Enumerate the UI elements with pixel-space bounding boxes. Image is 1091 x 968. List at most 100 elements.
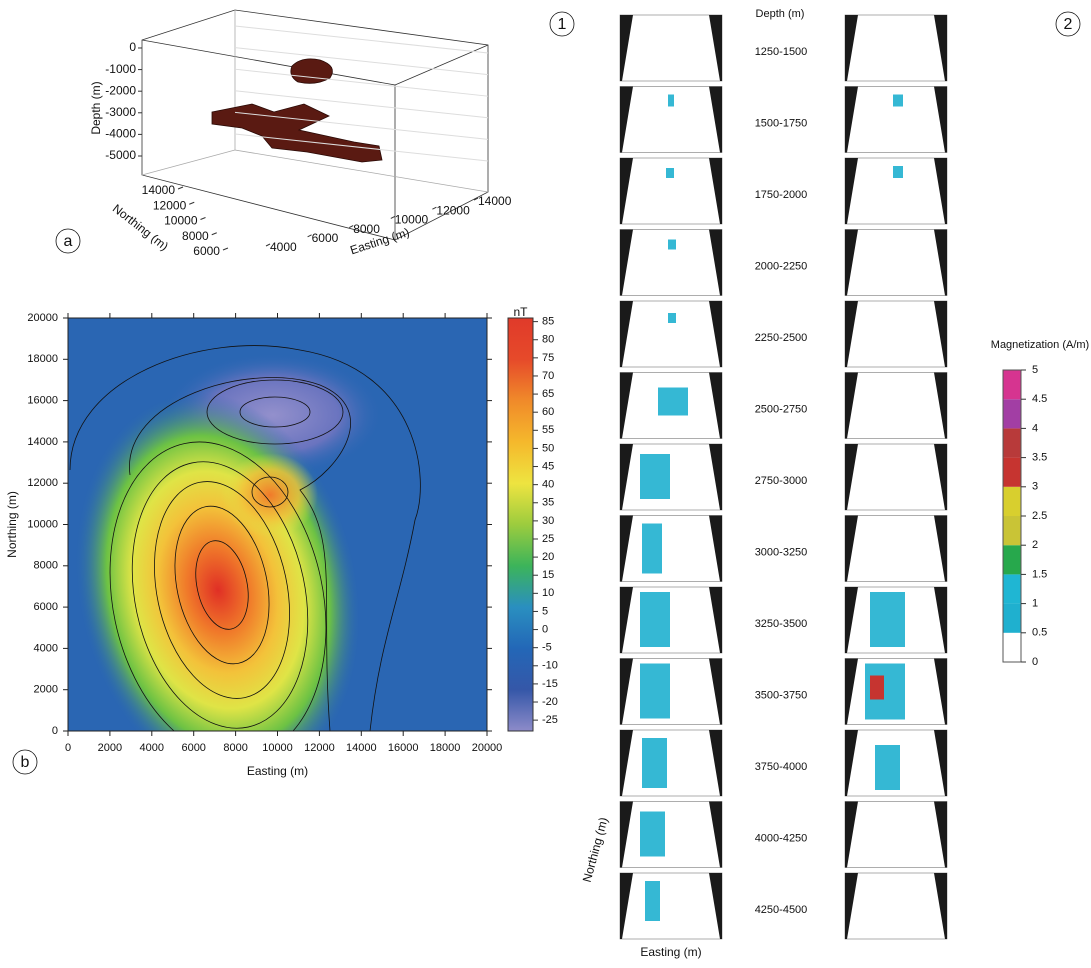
colorbar-band [1003,487,1021,516]
colorbar-band [1003,428,1021,457]
colorbar-tick-label: 15 [542,569,554,581]
magnetized-cells [640,592,670,647]
colorbar-tick-label: 3.5 [1032,452,1047,464]
colorbar-tick-label: 75 [542,352,554,364]
colorbar-tick-label: 60 [542,406,554,418]
colorbar-band [1003,458,1021,487]
colorbar-band [1003,633,1021,662]
magnetized-cells [640,664,670,719]
depth-label: 3750-4000 [755,761,808,773]
slice-frame [845,516,947,582]
slice-frame [620,15,722,81]
x-tick-label: 10000 [395,213,429,227]
magnetized-cells [668,313,676,323]
magnetized-cells [640,454,670,499]
colorbar-tick-label: -10 [542,660,558,672]
colorbar-tick-label: -15 [542,678,558,690]
y-tick [223,248,228,250]
slice-frame [845,301,947,367]
magnetized-cells [668,95,674,107]
x-tick-label: 8000 [353,222,380,236]
x-axis-title: Easting (m) [640,945,701,959]
colorbar-tick-label: 10 [542,587,554,599]
y-tick-label: 12000 [153,198,187,212]
depth-label: 1750-2000 [755,189,808,201]
depth-label: 3500-3750 [755,689,808,701]
magnetized-cells [645,881,660,921]
x-axis-title: Easting (m) [247,764,308,778]
panel-label: 2 [1064,16,1073,33]
y-tick [189,202,194,204]
anomaly-body [291,59,333,83]
x-tick-label: 10000 [262,742,293,754]
x-tick-label: 2000 [98,742,122,754]
depth-label: 3000-3250 [755,546,808,558]
slice-frame [845,444,947,510]
colorbar-band [1003,370,1021,399]
depth-label: 3250-3500 [755,618,808,630]
panel-label: a [64,233,73,250]
magnetized-cells [666,168,674,178]
x-tick-label: 6000 [181,742,205,754]
depth-label: 1500-1750 [755,117,808,129]
panel-b-map [39,318,487,815]
depth-label: 1250-1500 [755,46,808,58]
magnetized-cells [870,592,905,647]
z-tick-label: 0 [129,40,136,54]
colorbar-tick-label: 35 [542,497,554,509]
colorbar-tick-label: 65 [542,388,554,400]
slice-frame [620,802,722,868]
x-tick-label: 12000 [436,203,470,217]
colorbar-band [1003,545,1021,574]
y-tick-label: 10000 [164,214,198,228]
depth-label: 4250-4500 [755,904,808,916]
x-tick-label: 6000 [312,231,339,245]
colorbar-tick-label: 85 [542,316,554,328]
colorbar-tick-label: -5 [542,642,552,654]
y-tick [212,233,217,235]
page: a0-1000-2000-3000-4000-50006000800010000… [0,0,1091,968]
colorbar-tick-label: -25 [542,714,558,726]
colorbar-tick-label: 5 [542,605,548,617]
colorbar-band [1003,516,1021,545]
slice-frame [620,158,722,224]
colorbar-tick-label: 0 [542,623,548,635]
y-tick-label: 0 [52,725,58,737]
colorbar-tick-label: 70 [542,370,554,382]
slice-frame [620,516,722,582]
x-tick-label: 4000 [270,240,297,254]
slice-frame [620,730,722,796]
magnetized-cells [642,524,662,574]
y-tick [201,218,206,220]
colorbar-tick-label: 4.5 [1032,393,1047,405]
colorbar-tick-label: 50 [542,442,554,454]
slice-frame [845,873,947,939]
depth-title: Depth (m) [756,8,805,20]
x-tick-label: 0 [65,742,71,754]
depth-label: 2000-2250 [755,260,808,272]
y-tick-label: 14000 [142,183,176,197]
colorbar-tick-label: 1.5 [1032,568,1047,580]
box-edge [142,150,235,175]
colorbar-band [1003,574,1021,603]
colorbar [508,318,533,731]
x-tick-label: 14000 [346,742,377,754]
slice-frame [845,373,947,439]
magnetized-cells [870,676,884,700]
magnetized-cells [658,388,688,416]
colorbar-tick-label: 4 [1032,422,1038,434]
colorbar-tick-label: 30 [542,515,554,527]
y-tick-label: 8000 [34,560,58,572]
figure: a0-1000-2000-3000-4000-50006000800010000… [0,0,1091,963]
grid-line [235,69,488,96]
depth-label: 2500-2750 [755,403,808,415]
colorbar-tick-label: 55 [542,424,554,436]
y-axis-title: Northing (m) [580,816,611,884]
colorbar-tick-label: 40 [542,479,554,491]
y-tick-label: 4000 [34,642,58,654]
y-axis-title: Northing (m) [5,491,19,558]
box-edge [235,10,488,192]
colorbar-tick-label: 0 [1032,656,1038,668]
colorbar-tick-label: 0.5 [1032,627,1047,639]
panel-label: 1 [558,16,567,33]
